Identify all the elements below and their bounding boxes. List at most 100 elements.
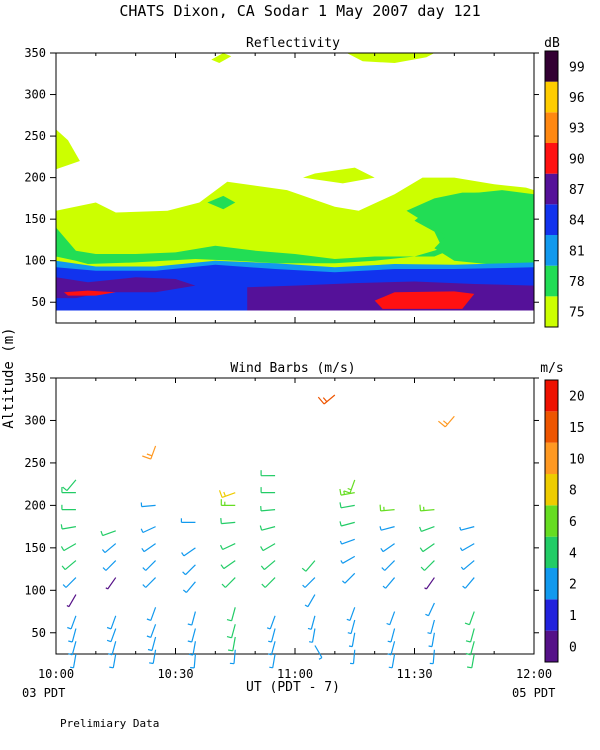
- colorbar-tick-label: 96: [569, 91, 585, 106]
- wind-barb: [465, 628, 475, 643]
- colorbar-tick-label: 81: [569, 244, 585, 259]
- wind-barb: [140, 526, 156, 534]
- wind-barb: [260, 470, 276, 477]
- wind-barb: [381, 560, 396, 571]
- wind-y-axis: 50 100 150 200 250 300 350: [24, 371, 539, 640]
- y-tick-label: 150: [24, 212, 46, 226]
- wind-barbs: [60, 394, 475, 669]
- contour-90: [374, 291, 475, 309]
- wind-barb: [109, 653, 117, 669]
- contour-78-right: [406, 192, 534, 265]
- colorbar-swatch: [545, 173, 558, 205]
- wind-barb: [180, 518, 196, 524]
- wind-barb: [339, 502, 355, 509]
- colorbar-frame: [544, 50, 559, 328]
- reflectivity-colorbar: 75 78 81 84 87 90 93 96 99: [544, 50, 585, 328]
- wind-barb: [141, 543, 156, 553]
- wind-barb: [420, 560, 435, 571]
- y-tick-label: 250: [24, 456, 46, 470]
- contour-75-patch: [211, 53, 232, 63]
- x-tick-label: 12:00: [516, 667, 552, 681]
- preliminary-note: Prelimiary Data: [60, 717, 159, 730]
- colorbar-swatch: [545, 442, 558, 474]
- wind-barb: [387, 628, 396, 643]
- wind-barb: [419, 504, 435, 512]
- wind-barb: [181, 547, 196, 557]
- colorbar-frame: [544, 379, 559, 663]
- colorbar-swatch: [545, 296, 558, 327]
- wind-barb: [429, 649, 436, 665]
- colorbar-tick-label: 99: [569, 60, 585, 75]
- wind-barb: [419, 526, 435, 532]
- wind-barb: [102, 560, 117, 571]
- wind-plot-frame: [55, 377, 535, 655]
- y-tick-label: 300: [24, 88, 46, 102]
- contour-78-patch: [207, 195, 236, 210]
- wind-barb: [218, 490, 236, 498]
- wind-barb: [339, 488, 355, 496]
- wind-barb: [69, 653, 77, 669]
- y-tick-label: 350: [24, 46, 46, 60]
- wind-barb: [108, 641, 117, 656]
- wind-x-axis: 10:00 10:30 11:00 11:30 12:00: [38, 378, 552, 681]
- wind-barb: [190, 653, 197, 669]
- colorbar-swatch: [545, 265, 558, 297]
- x-tick-label: 11:30: [396, 667, 432, 681]
- y-tick-label: 50: [32, 295, 46, 309]
- wind-barb: [346, 607, 356, 621]
- y-tick-label: 50: [32, 626, 46, 640]
- wind-barb: [61, 504, 76, 511]
- wind-barb: [379, 504, 395, 512]
- wind-barb: [304, 594, 316, 608]
- wind-barb: [269, 653, 276, 669]
- wind-barb: [106, 615, 117, 630]
- colorbar-tick-label: 4: [569, 546, 577, 561]
- wind-barb: [260, 487, 276, 494]
- colorbar-tick-label: 90: [569, 152, 585, 167]
- wind-barb: [220, 518, 236, 525]
- colorbar-swatch: [545, 380, 558, 412]
- wind-barb: [60, 543, 77, 552]
- wind-barb: [68, 641, 77, 656]
- colorbar-tick-label: 0: [569, 640, 577, 655]
- wind-barb: [424, 577, 435, 590]
- y-tick-label: 150: [24, 541, 46, 555]
- wind-barb: [268, 628, 276, 643]
- y-tick-label: 300: [24, 413, 46, 427]
- colorbar-swatch: [545, 81, 558, 113]
- wind-barb: [66, 594, 77, 608]
- wind-barb: [302, 577, 316, 588]
- x-tick-label: 10:30: [157, 667, 193, 681]
- wind-barb: [341, 572, 356, 584]
- colorbar-swatch: [545, 411, 558, 443]
- colorbar-swatch: [545, 630, 558, 662]
- colorbar-tick-label: 15: [569, 421, 585, 436]
- wind-barb: [464, 611, 475, 626]
- wind-barb: [229, 649, 236, 665]
- x-tick-label: 10:00: [38, 667, 74, 681]
- wind-barb: [380, 543, 395, 553]
- wind-barb: [307, 615, 316, 630]
- colorbar-tick-label: 93: [569, 122, 585, 137]
- wind-barb: [460, 560, 475, 571]
- contour-75-top-left: [56, 129, 80, 170]
- colorbar-tick-label: 84: [569, 214, 585, 229]
- colorbar-tick-label: 6: [569, 515, 577, 530]
- wind-barb: [68, 628, 77, 643]
- footer-right-label: 05 PDT: [512, 686, 555, 700]
- wind-barb: [221, 577, 236, 588]
- y-tick-label: 250: [24, 129, 46, 143]
- wind-barb: [220, 499, 236, 506]
- wind-barb: [459, 526, 475, 531]
- colorbar-swatch: [545, 51, 558, 82]
- colorbar-swatch: [545, 568, 558, 600]
- colorbar-tick-label: 10: [569, 452, 585, 467]
- footer-left-label: 03 PDT: [22, 686, 65, 700]
- contour-90: [64, 290, 116, 296]
- wind-barb: [259, 525, 276, 531]
- wind-barb: [188, 641, 197, 656]
- y-tick-label: 200: [24, 171, 46, 185]
- colorbar-swatch: [545, 235, 558, 266]
